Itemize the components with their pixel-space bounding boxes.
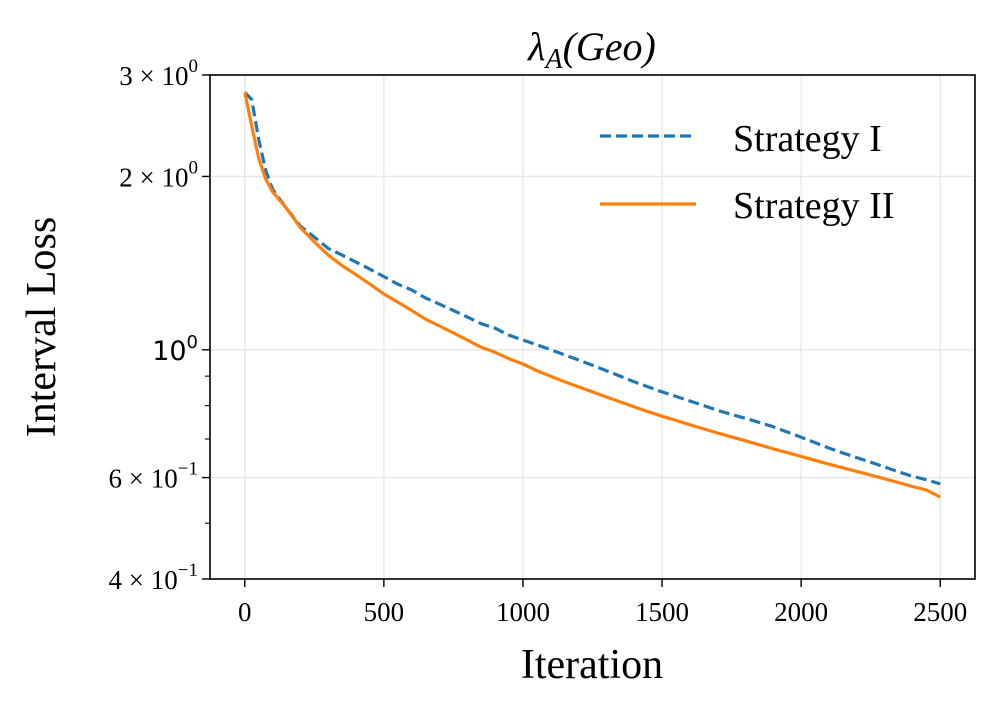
x-tick-label: 2500 bbox=[913, 597, 967, 627]
chart-title-symbol: λ bbox=[527, 24, 545, 69]
x-axis-ticks: 0 500 1000 1500 2000 2500 bbox=[238, 579, 967, 627]
series-line-strategy-i bbox=[243, 91, 941, 486]
series-line-strategy-ii bbox=[243, 91, 941, 499]
chart-title: λA(Geo) bbox=[527, 24, 656, 75]
plot-frame bbox=[209, 74, 976, 580]
y-axis-label: Interval Loss bbox=[19, 217, 65, 437]
y-tick-label: 100 bbox=[152, 332, 198, 367]
series-lines bbox=[243, 91, 941, 499]
legend-label-strategy-i: Strategy I bbox=[733, 118, 882, 160]
chart-title-suffix: (Geo) bbox=[563, 24, 656, 69]
x-tick-label: 1500 bbox=[635, 597, 689, 627]
y-tick-label: 6 × 10−1 bbox=[109, 459, 198, 494]
y-tick-label: 2 × 100 bbox=[119, 157, 198, 192]
x-axis-label: Iteration bbox=[521, 642, 663, 688]
x-tick-label: 2000 bbox=[774, 597, 828, 627]
x-tick-label: 500 bbox=[364, 597, 405, 627]
y-tick-label: 4 × 10−1 bbox=[109, 560, 198, 595]
y-tick-label: 3 × 100 bbox=[119, 56, 198, 91]
x-tick-label: 1000 bbox=[496, 597, 550, 627]
x-tick-label: 0 bbox=[238, 597, 252, 627]
chart-title-subscript: A bbox=[543, 44, 563, 75]
y-axis-ticks: 3 × 100 2 × 100 100 6 × 10−1 4 × 10−1 bbox=[109, 56, 210, 595]
legend: Strategy I Strategy II bbox=[600, 118, 894, 227]
legend-label-strategy-ii: Strategy II bbox=[733, 185, 894, 227]
